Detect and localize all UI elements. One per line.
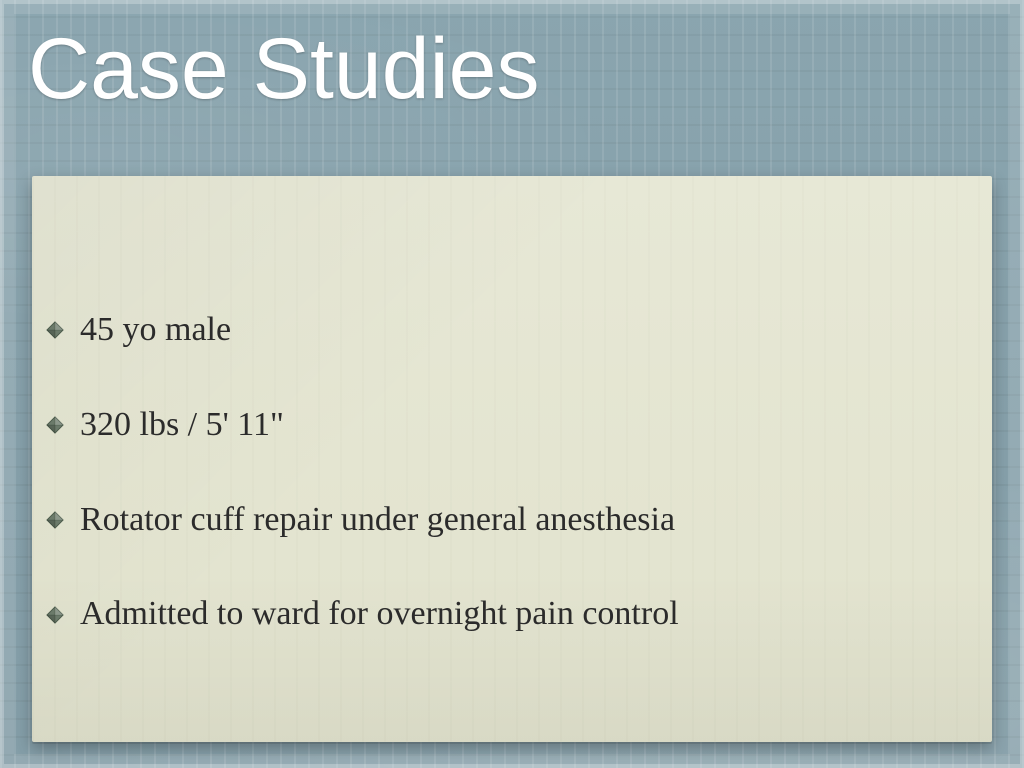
list-item: Rotator cuff repair under general anesth… xyxy=(46,500,952,541)
list-item: 320 lbs / 5' 11" xyxy=(46,405,952,446)
slide-title: Case Studies xyxy=(28,20,540,119)
list-item-text: Admitted to ward for overnight pain cont… xyxy=(80,594,679,635)
diamond-bullet-icon xyxy=(46,321,64,339)
diamond-bullet-icon xyxy=(46,606,64,624)
diamond-bullet-icon xyxy=(46,511,64,529)
list-item-text: Rotator cuff repair under general anesth… xyxy=(80,500,675,541)
list-item: 45 yo male xyxy=(46,310,952,351)
list-item-text: 320 lbs / 5' 11" xyxy=(80,405,284,446)
list-item-text: 45 yo male xyxy=(80,310,231,351)
content-card: 45 yo male 320 lbs / 5' 11" Rotator cuff… xyxy=(32,176,992,742)
list-item: Admitted to ward for overnight pain cont… xyxy=(46,594,952,635)
diamond-bullet-icon xyxy=(46,416,64,434)
bullet-list: 45 yo male 320 lbs / 5' 11" Rotator cuff… xyxy=(46,310,952,635)
